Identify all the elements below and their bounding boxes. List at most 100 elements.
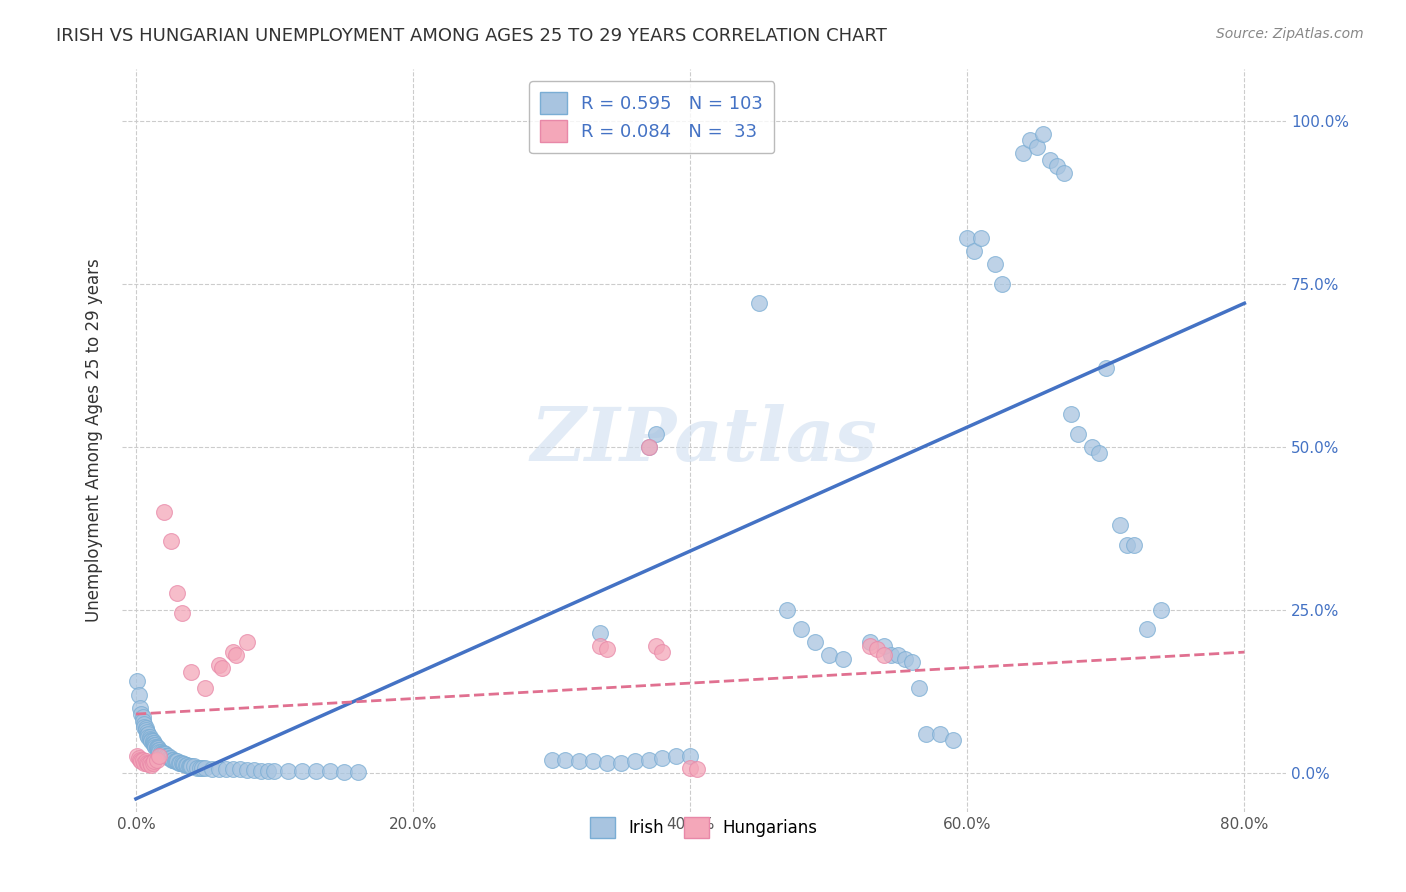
Point [180, 759, 202, 773]
Point [887, 648, 910, 663]
Point [229, 763, 252, 777]
Point [1039, 153, 1062, 167]
Point [901, 655, 924, 669]
Point [134, 756, 156, 770]
Point [637, 753, 659, 767]
Point [145, 753, 167, 767]
Point [188, 760, 211, 774]
Point [128, 751, 150, 765]
Point [139, 731, 162, 746]
Point [138, 726, 160, 740]
Point [201, 762, 224, 776]
Point [1122, 537, 1144, 551]
Point [139, 756, 162, 770]
Point [135, 722, 157, 736]
Point [1115, 537, 1137, 551]
Point [1136, 622, 1159, 636]
Point [589, 625, 612, 640]
Point [153, 747, 176, 762]
Point [141, 758, 163, 772]
Point [242, 763, 264, 777]
Point [149, 745, 172, 759]
Point [222, 645, 245, 659]
Point [540, 753, 562, 767]
Point [1046, 159, 1069, 173]
Point [186, 760, 208, 774]
Point [1088, 446, 1111, 460]
Point [138, 730, 160, 744]
Point [651, 645, 673, 659]
Point [173, 757, 195, 772]
Point [160, 753, 183, 767]
Point [129, 700, 152, 714]
Point [914, 726, 936, 740]
Point [208, 658, 231, 673]
Point [1095, 361, 1118, 376]
Point [183, 759, 205, 773]
Point [148, 743, 170, 757]
Y-axis label: Unemployment Among Ages 25 to 29 years: Unemployment Among Ages 25 to 29 years [86, 259, 103, 622]
Point [150, 747, 173, 762]
Point [928, 726, 950, 740]
Point [150, 746, 173, 760]
Point [610, 756, 633, 770]
Point [142, 754, 165, 768]
Point [176, 758, 198, 772]
Point [157, 751, 180, 765]
Point [1032, 127, 1054, 141]
Point [127, 749, 149, 764]
Point [152, 747, 174, 762]
Point [136, 756, 159, 770]
Point [637, 440, 659, 454]
Point [208, 762, 231, 776]
Point [263, 764, 285, 778]
Point [155, 749, 177, 764]
Point [143, 739, 166, 753]
Point [172, 757, 194, 772]
Point [637, 440, 659, 454]
Point [873, 639, 896, 653]
Point [236, 635, 259, 649]
Point [277, 764, 299, 779]
Point [135, 754, 157, 768]
Point [644, 639, 666, 653]
Text: Source: ZipAtlas.com: Source: ZipAtlas.com [1216, 27, 1364, 41]
Point [332, 765, 354, 780]
Point [132, 714, 155, 728]
Point [166, 586, 188, 600]
Point [143, 739, 166, 754]
Point [970, 231, 993, 245]
Point [679, 749, 702, 764]
Point [222, 763, 245, 777]
Point [145, 741, 167, 756]
Point [129, 753, 152, 767]
Point [817, 648, 839, 663]
Point [651, 751, 673, 765]
Point [180, 665, 202, 679]
Point [596, 641, 619, 656]
Point [139, 730, 162, 744]
Point [249, 764, 271, 778]
Point [1060, 407, 1083, 421]
Point [859, 639, 882, 653]
Point [146, 741, 169, 756]
Point [132, 710, 155, 724]
Point [686, 763, 709, 777]
Point [623, 754, 645, 768]
Point [128, 688, 150, 702]
Point [135, 723, 157, 738]
Point [679, 760, 702, 774]
Point [236, 763, 259, 777]
Point [866, 641, 889, 656]
Text: ZIPatlas: ZIPatlas [530, 404, 877, 476]
Point [346, 765, 368, 780]
Point [136, 728, 159, 742]
Point [136, 725, 159, 739]
Point [225, 648, 247, 663]
Point [170, 606, 193, 620]
Point [146, 743, 169, 757]
Point [194, 760, 217, 774]
Point [880, 648, 903, 663]
Point [831, 651, 853, 665]
Point [132, 753, 155, 767]
